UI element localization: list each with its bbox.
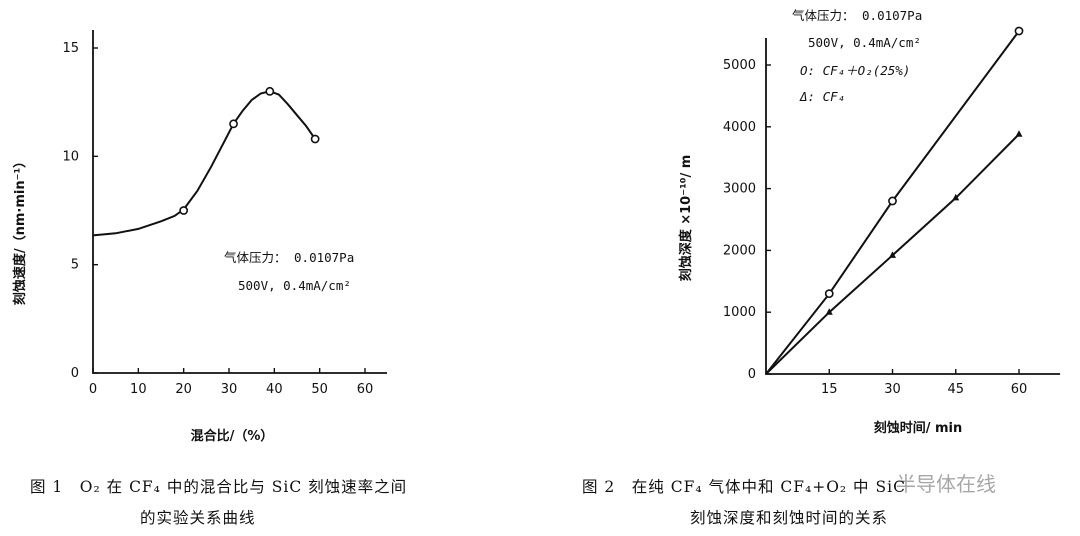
y-axis-label: 刻蚀速度/（nm·min⁻¹） — [12, 155, 28, 305]
annotation-pressure: 气体压力： 0.0107Pa — [224, 250, 354, 265]
annotation-voltage: 500V, 0.4mA/cm² — [238, 278, 351, 293]
ticks: 15 30 45 60 0 1000 2000 3000 4000 5000 — [723, 58, 1027, 397]
data-point-triangle — [952, 193, 960, 201]
x-tick-label: 15 — [821, 382, 838, 397]
watermark: 半导体在线 — [896, 472, 996, 496]
legend-triangle: Δ: CF₄ — [799, 89, 845, 104]
x-tick-label: 45 — [947, 382, 964, 397]
caption-2-line1: 图 2 在纯 CF₄ 气体中和 CF₄+O₂ 中 SiC — [582, 478, 906, 496]
caption-1-line1: 图 1 O₂ 在 CF₄ 中的混合比与 SiC 刻蚀速率之间 — [30, 478, 408, 496]
y-tick-label: 3000 — [723, 182, 756, 197]
x-tick-label: 60 — [357, 382, 374, 397]
data-point — [179, 206, 189, 215]
y-axis-label: 刻蚀深度 ×10⁻¹⁰/ m — [678, 155, 694, 282]
data-point-triangle — [825, 308, 833, 315]
x-tick-label: 50 — [311, 382, 328, 397]
data-point-triangle — [889, 251, 896, 258]
annotation-voltage: 500V, 0.4mA/cm² — [808, 35, 921, 50]
data-point — [229, 119, 238, 129]
data-point-circle — [824, 289, 834, 299]
y-tick-label: 2000 — [723, 243, 756, 258]
data-point — [310, 134, 320, 144]
ticks: 0 10 20 30 40 50 60 0 5 10 15 — [62, 41, 373, 397]
y-tick-label: 15 — [62, 41, 79, 56]
x-tick-label: 60 — [1011, 382, 1028, 397]
data-point — [265, 86, 275, 96]
legend-circle: O: CF₄＋O₂(25%) — [800, 63, 910, 78]
x-axis-label: 混合比/（%） — [191, 428, 274, 444]
x-tick-label: 0 — [89, 382, 97, 397]
x-tick-label: 20 — [175, 382, 192, 397]
series — [92, 86, 320, 237]
y-tick-label: 10 — [62, 149, 79, 164]
y-tick-label: 1000 — [723, 305, 756, 320]
caption-1-line2: 的实验关系曲线 — [140, 509, 256, 527]
x-tick-label: 30 — [884, 382, 901, 397]
x-tick-label: 10 — [130, 382, 147, 397]
annotation-pressure: 气体压力： 0.0107Pa — [792, 8, 922, 23]
x-tick-label: 40 — [266, 382, 283, 397]
x-axis-label: 刻蚀时间/ min — [874, 420, 963, 436]
y-tick-label: 4000 — [723, 120, 756, 135]
y-tick-label: 5 — [71, 258, 79, 273]
data-point-triangle — [1015, 130, 1023, 137]
data-point-circle — [1014, 26, 1024, 36]
series-line-circle — [765, 30, 1020, 375]
series — [765, 26, 1024, 375]
y-tick-label: 0 — [71, 366, 79, 381]
y-tick-label: 0 — [748, 367, 756, 382]
caption-2-line2: 刻蚀深度和刻蚀时间的关系 — [690, 509, 889, 527]
x-tick-label: 30 — [221, 382, 238, 397]
data-point-circle — [888, 196, 897, 206]
chart-etch-rate-vs-mix-ratio: 0 10 20 30 40 50 60 0 5 10 15 混合比/（%） 刻蚀速度/（nm·min… — [12, 30, 387, 444]
y-tick-label: 5000 — [723, 58, 756, 73]
